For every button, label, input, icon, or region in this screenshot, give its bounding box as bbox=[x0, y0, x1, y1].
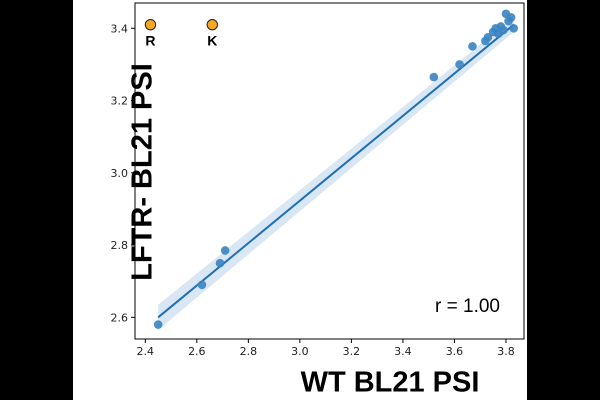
data-point bbox=[220, 246, 230, 255]
plot-frame bbox=[134, 2, 525, 340]
correlation-annotation: r = 1.00 bbox=[435, 296, 500, 317]
y-axis-label: LFTR- BL21 PSI bbox=[126, 63, 159, 281]
y-tick-label: 2.8 bbox=[111, 239, 129, 252]
figure-panel: R K 2.4 2.6 2.8 3.0 3.2 3.4 3.6 3.8 2.6 2.8 3.0 3.2 3.… bbox=[73, 0, 527, 400]
data-point bbox=[509, 23, 518, 33]
data-point bbox=[429, 72, 439, 82]
y-tick-label: 2.6 bbox=[111, 311, 129, 324]
x-tick-label: 3.8 bbox=[497, 345, 515, 358]
x-tick-label: 3.0 bbox=[291, 345, 309, 358]
data-point bbox=[153, 320, 163, 329]
confidence-band bbox=[158, 17, 514, 330]
x-tick-label: 3.4 bbox=[394, 345, 412, 358]
data-point bbox=[215, 258, 225, 268]
data-point bbox=[506, 13, 516, 22]
data-point bbox=[455, 60, 464, 69]
data-point bbox=[197, 280, 207, 290]
x-tick-label: 2.4 bbox=[137, 345, 155, 358]
highlight-point-r bbox=[144, 18, 157, 31]
y-tick-label: 3.4 bbox=[111, 22, 129, 35]
highlight-point-k bbox=[206, 18, 218, 31]
regression-line bbox=[157, 23, 515, 319]
highlight-label-k: K bbox=[207, 33, 217, 49]
x-tick-label: 2.6 bbox=[188, 345, 206, 358]
data-point bbox=[483, 33, 493, 42]
x-tick-label: 3.6 bbox=[446, 345, 464, 358]
y-tick-label: 3.0 bbox=[111, 167, 129, 180]
highlight-label-r: R bbox=[145, 33, 155, 49]
x-tick-label: 2.8 bbox=[240, 345, 258, 358]
data-point bbox=[499, 25, 508, 35]
data-point bbox=[468, 42, 477, 51]
y-tick-label: 3.2 bbox=[111, 95, 129, 108]
scatter-plot: R K 2.4 2.6 2.8 3.0 3.2 3.4 3.6 3.8 2.6 2.8 3.0 3.2 3.… bbox=[111, 2, 525, 358]
x-axis-label: WT BL21 PSI bbox=[300, 366, 480, 399]
x-tick-label: 3.2 bbox=[343, 345, 361, 358]
